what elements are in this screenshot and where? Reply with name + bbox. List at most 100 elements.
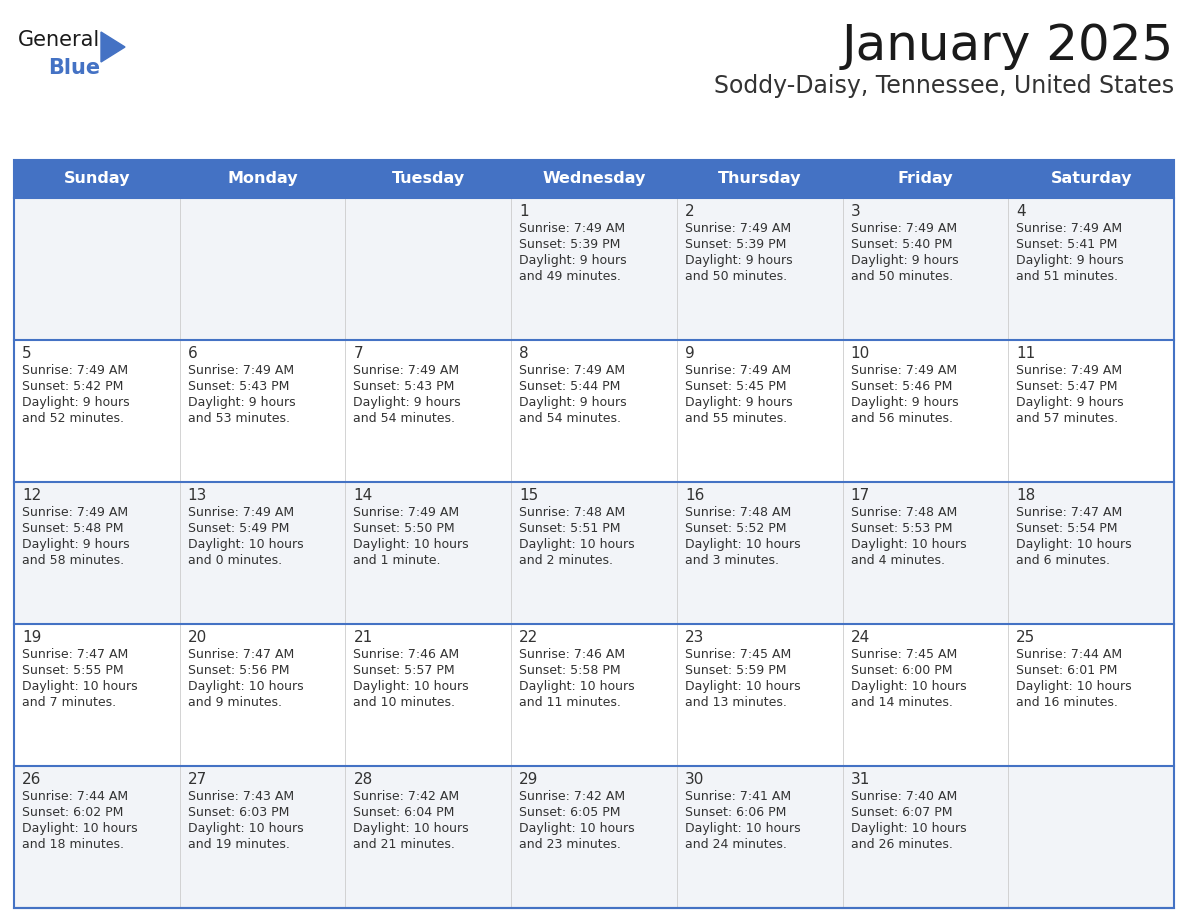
Text: 1: 1: [519, 204, 529, 219]
Text: Saturday: Saturday: [1050, 172, 1132, 186]
Text: Sunset: 5:54 PM: Sunset: 5:54 PM: [1016, 522, 1118, 535]
Text: Sunrise: 7:45 AM: Sunrise: 7:45 AM: [851, 648, 956, 661]
Text: Daylight: 9 hours: Daylight: 9 hours: [684, 254, 792, 267]
Text: January 2025: January 2025: [842, 22, 1174, 70]
Text: 14: 14: [353, 488, 373, 503]
Text: 9: 9: [684, 346, 695, 361]
Text: Daylight: 10 hours: Daylight: 10 hours: [188, 538, 303, 551]
Text: Daylight: 10 hours: Daylight: 10 hours: [23, 680, 138, 693]
Text: and 24 minutes.: and 24 minutes.: [684, 838, 786, 851]
Text: and 58 minutes.: and 58 minutes.: [23, 554, 124, 567]
Text: and 52 minutes.: and 52 minutes.: [23, 412, 124, 425]
Text: and 51 minutes.: and 51 minutes.: [1016, 270, 1118, 283]
Text: and 26 minutes.: and 26 minutes.: [851, 838, 953, 851]
Text: Sunrise: 7:49 AM: Sunrise: 7:49 AM: [519, 364, 625, 377]
Text: and 4 minutes.: and 4 minutes.: [851, 554, 944, 567]
Text: Sunset: 5:48 PM: Sunset: 5:48 PM: [23, 522, 124, 535]
Text: Sunrise: 7:42 AM: Sunrise: 7:42 AM: [519, 790, 625, 803]
Text: Sunset: 5:46 PM: Sunset: 5:46 PM: [851, 380, 952, 393]
Text: Sunrise: 7:43 AM: Sunrise: 7:43 AM: [188, 790, 293, 803]
Text: 26: 26: [23, 772, 42, 787]
Text: and 1 minute.: and 1 minute.: [353, 554, 441, 567]
Text: Daylight: 10 hours: Daylight: 10 hours: [519, 822, 634, 835]
Text: 7: 7: [353, 346, 364, 361]
Text: 2: 2: [684, 204, 695, 219]
Text: 6: 6: [188, 346, 197, 361]
Text: Sunset: 6:03 PM: Sunset: 6:03 PM: [188, 806, 289, 819]
Text: 8: 8: [519, 346, 529, 361]
Text: and 18 minutes.: and 18 minutes.: [23, 838, 124, 851]
Text: and 49 minutes.: and 49 minutes.: [519, 270, 621, 283]
Text: 5: 5: [23, 346, 32, 361]
Text: Daylight: 9 hours: Daylight: 9 hours: [1016, 396, 1124, 409]
Text: 18: 18: [1016, 488, 1036, 503]
Text: and 19 minutes.: and 19 minutes.: [188, 838, 290, 851]
Text: Daylight: 9 hours: Daylight: 9 hours: [1016, 254, 1124, 267]
Text: Sunset: 5:41 PM: Sunset: 5:41 PM: [1016, 238, 1118, 251]
Text: Monday: Monday: [227, 172, 298, 186]
Text: Daylight: 9 hours: Daylight: 9 hours: [23, 538, 129, 551]
Text: and 16 minutes.: and 16 minutes.: [1016, 696, 1118, 709]
Text: Sunset: 6:04 PM: Sunset: 6:04 PM: [353, 806, 455, 819]
Text: Daylight: 10 hours: Daylight: 10 hours: [851, 822, 966, 835]
Text: Daylight: 9 hours: Daylight: 9 hours: [519, 254, 627, 267]
Text: Daylight: 9 hours: Daylight: 9 hours: [684, 396, 792, 409]
Text: and 6 minutes.: and 6 minutes.: [1016, 554, 1111, 567]
Text: 12: 12: [23, 488, 42, 503]
Text: Daylight: 10 hours: Daylight: 10 hours: [188, 822, 303, 835]
Text: 11: 11: [1016, 346, 1036, 361]
Text: and 23 minutes.: and 23 minutes.: [519, 838, 621, 851]
Text: Sunset: 5:39 PM: Sunset: 5:39 PM: [519, 238, 620, 251]
Text: 13: 13: [188, 488, 207, 503]
Text: Sunrise: 7:45 AM: Sunrise: 7:45 AM: [684, 648, 791, 661]
Text: Daylight: 10 hours: Daylight: 10 hours: [851, 538, 966, 551]
Text: Sunset: 5:47 PM: Sunset: 5:47 PM: [1016, 380, 1118, 393]
Text: and 54 minutes.: and 54 minutes.: [353, 412, 455, 425]
Text: Sunrise: 7:49 AM: Sunrise: 7:49 AM: [353, 506, 460, 519]
Text: 31: 31: [851, 772, 870, 787]
Text: Sunset: 5:57 PM: Sunset: 5:57 PM: [353, 664, 455, 677]
Text: and 9 minutes.: and 9 minutes.: [188, 696, 282, 709]
Text: Sunrise: 7:49 AM: Sunrise: 7:49 AM: [353, 364, 460, 377]
Text: 23: 23: [684, 630, 704, 645]
Text: Sunset: 5:59 PM: Sunset: 5:59 PM: [684, 664, 786, 677]
Bar: [14, 766, 1174, 908]
Text: Sunset: 5:43 PM: Sunset: 5:43 PM: [188, 380, 289, 393]
Bar: [14, 160, 1174, 198]
Text: Sunset: 6:01 PM: Sunset: 6:01 PM: [1016, 664, 1118, 677]
Text: Sunset: 5:49 PM: Sunset: 5:49 PM: [188, 522, 289, 535]
Text: Sunset: 5:50 PM: Sunset: 5:50 PM: [353, 522, 455, 535]
Text: Daylight: 9 hours: Daylight: 9 hours: [23, 396, 129, 409]
Text: Thursday: Thursday: [718, 172, 802, 186]
Text: Sunrise: 7:47 AM: Sunrise: 7:47 AM: [188, 648, 293, 661]
Text: Daylight: 10 hours: Daylight: 10 hours: [1016, 538, 1132, 551]
Text: 25: 25: [1016, 630, 1036, 645]
Bar: [14, 198, 1174, 340]
Text: 4: 4: [1016, 204, 1026, 219]
Text: Sunset: 5:43 PM: Sunset: 5:43 PM: [353, 380, 455, 393]
Text: Sunrise: 7:46 AM: Sunrise: 7:46 AM: [353, 648, 460, 661]
Text: Sunrise: 7:49 AM: Sunrise: 7:49 AM: [188, 506, 293, 519]
Text: and 50 minutes.: and 50 minutes.: [684, 270, 786, 283]
Text: and 14 minutes.: and 14 minutes.: [851, 696, 953, 709]
Text: and 50 minutes.: and 50 minutes.: [851, 270, 953, 283]
Text: Sunrise: 7:44 AM: Sunrise: 7:44 AM: [23, 790, 128, 803]
Text: General: General: [18, 30, 100, 50]
Text: Daylight: 10 hours: Daylight: 10 hours: [23, 822, 138, 835]
Text: and 11 minutes.: and 11 minutes.: [519, 696, 621, 709]
Text: Sunrise: 7:47 AM: Sunrise: 7:47 AM: [23, 648, 128, 661]
Text: 22: 22: [519, 630, 538, 645]
Text: Sunrise: 7:48 AM: Sunrise: 7:48 AM: [684, 506, 791, 519]
Text: 10: 10: [851, 346, 870, 361]
Text: Daylight: 10 hours: Daylight: 10 hours: [188, 680, 303, 693]
Text: Sunset: 5:55 PM: Sunset: 5:55 PM: [23, 664, 124, 677]
Text: Sunrise: 7:49 AM: Sunrise: 7:49 AM: [23, 506, 128, 519]
Text: Sunset: 5:40 PM: Sunset: 5:40 PM: [851, 238, 952, 251]
Text: 15: 15: [519, 488, 538, 503]
Text: Sunrise: 7:49 AM: Sunrise: 7:49 AM: [519, 222, 625, 235]
Text: Daylight: 10 hours: Daylight: 10 hours: [684, 538, 801, 551]
Text: 28: 28: [353, 772, 373, 787]
Text: and 0 minutes.: and 0 minutes.: [188, 554, 282, 567]
Text: 27: 27: [188, 772, 207, 787]
Text: Blue: Blue: [48, 58, 100, 78]
